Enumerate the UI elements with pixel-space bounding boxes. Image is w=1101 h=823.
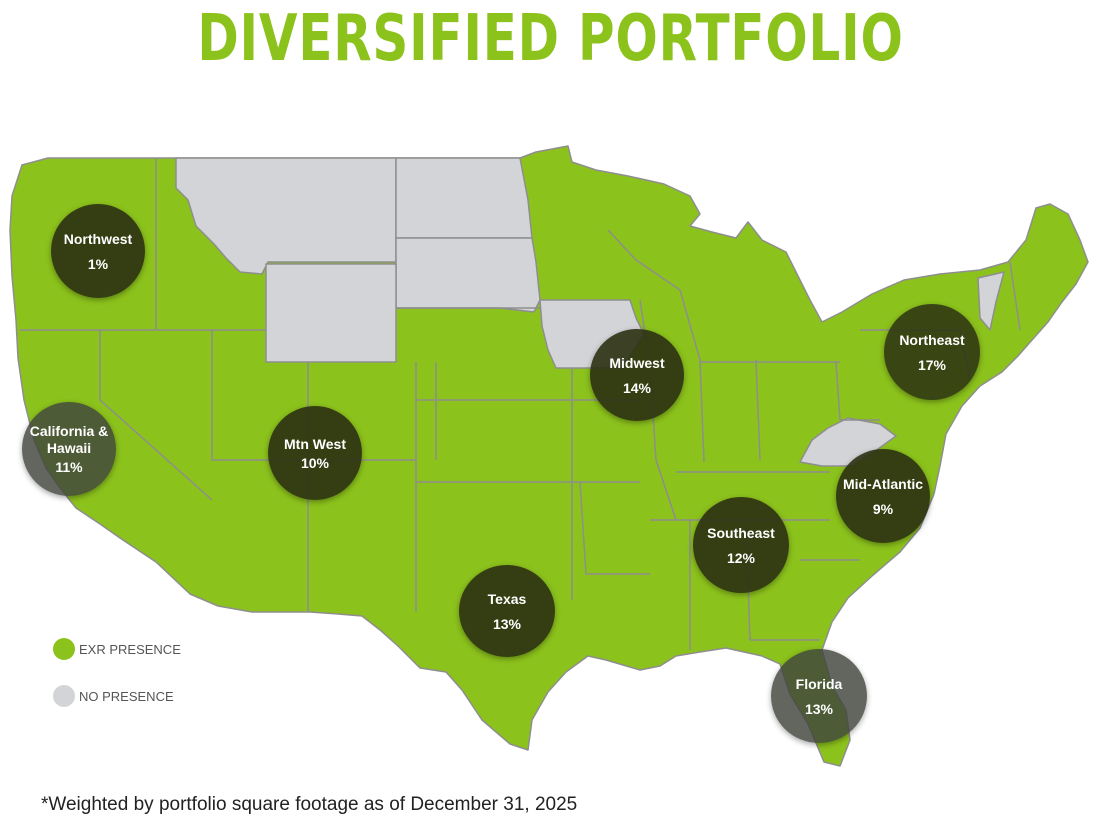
region-bubble-florida[interactable]: Florida 13% — [771, 649, 867, 743]
legend-label: NO PRESENCE — [79, 688, 174, 704]
south-dakota-state — [395, 237, 541, 313]
legend-item-presence: EXR PRESENCE — [53, 638, 181, 660]
region-percent: 12% — [726, 549, 756, 566]
region-name: Florida — [795, 675, 843, 692]
footnote: *Weighted by portfolio square footage as… — [41, 794, 578, 815]
region-percent: 9% — [872, 500, 894, 517]
region-name: Texas — [487, 590, 527, 607]
west-virginia-state — [799, 417, 897, 467]
vermont-state — [977, 271, 1005, 331]
region-percent: 13% — [492, 615, 522, 632]
us-landmass — [9, 145, 1089, 767]
region-bubble-midwest[interactable]: Midwest 14% — [590, 329, 684, 421]
region-name: Mtn West — [284, 435, 346, 452]
region-name: Northeast — [899, 331, 965, 348]
region-name: Midwest — [609, 354, 665, 371]
wyoming-state — [265, 263, 397, 363]
region-percent: 1% — [87, 255, 109, 272]
region-bubble-texas[interactable]: Texas 13% — [459, 565, 555, 657]
region-bubble-mid-atlantic[interactable]: Mid-Atlantic 9% — [836, 449, 930, 543]
presence-swatch-icon — [53, 638, 75, 660]
legend-item-no-presence: NO PRESENCE — [53, 685, 174, 707]
region-percent: 14% — [622, 379, 652, 396]
page-title: DIVERSIFIED PORTFOLIO — [197, 2, 904, 76]
region-name: Southeast — [707, 524, 775, 541]
region-percent: 11% — [55, 459, 83, 475]
no-presence-swatch-icon — [53, 685, 75, 707]
region-bubble-northwest[interactable]: Northwest 1% — [51, 204, 145, 298]
north-dakota-state — [395, 157, 533, 239]
region-name: Mid-Atlantic — [842, 475, 924, 492]
region-name: Northwest — [63, 230, 133, 247]
legend-label: EXR PRESENCE — [79, 641, 181, 657]
region-bubble-southeast[interactable]: Southeast 12% — [693, 497, 789, 593]
region-percent: 10% — [300, 454, 330, 471]
region-bubble-california-hawaii[interactable]: California & Hawaii 11% — [22, 402, 116, 496]
region-bubble-northeast[interactable]: Northeast 17% — [884, 304, 980, 400]
region-percent: 17% — [917, 356, 947, 373]
region-bubble-mtn-west[interactable]: Mtn West 10% — [268, 406, 362, 500]
region-name: California & Hawaii — [29, 423, 109, 456]
region-percent: 13% — [804, 700, 834, 717]
